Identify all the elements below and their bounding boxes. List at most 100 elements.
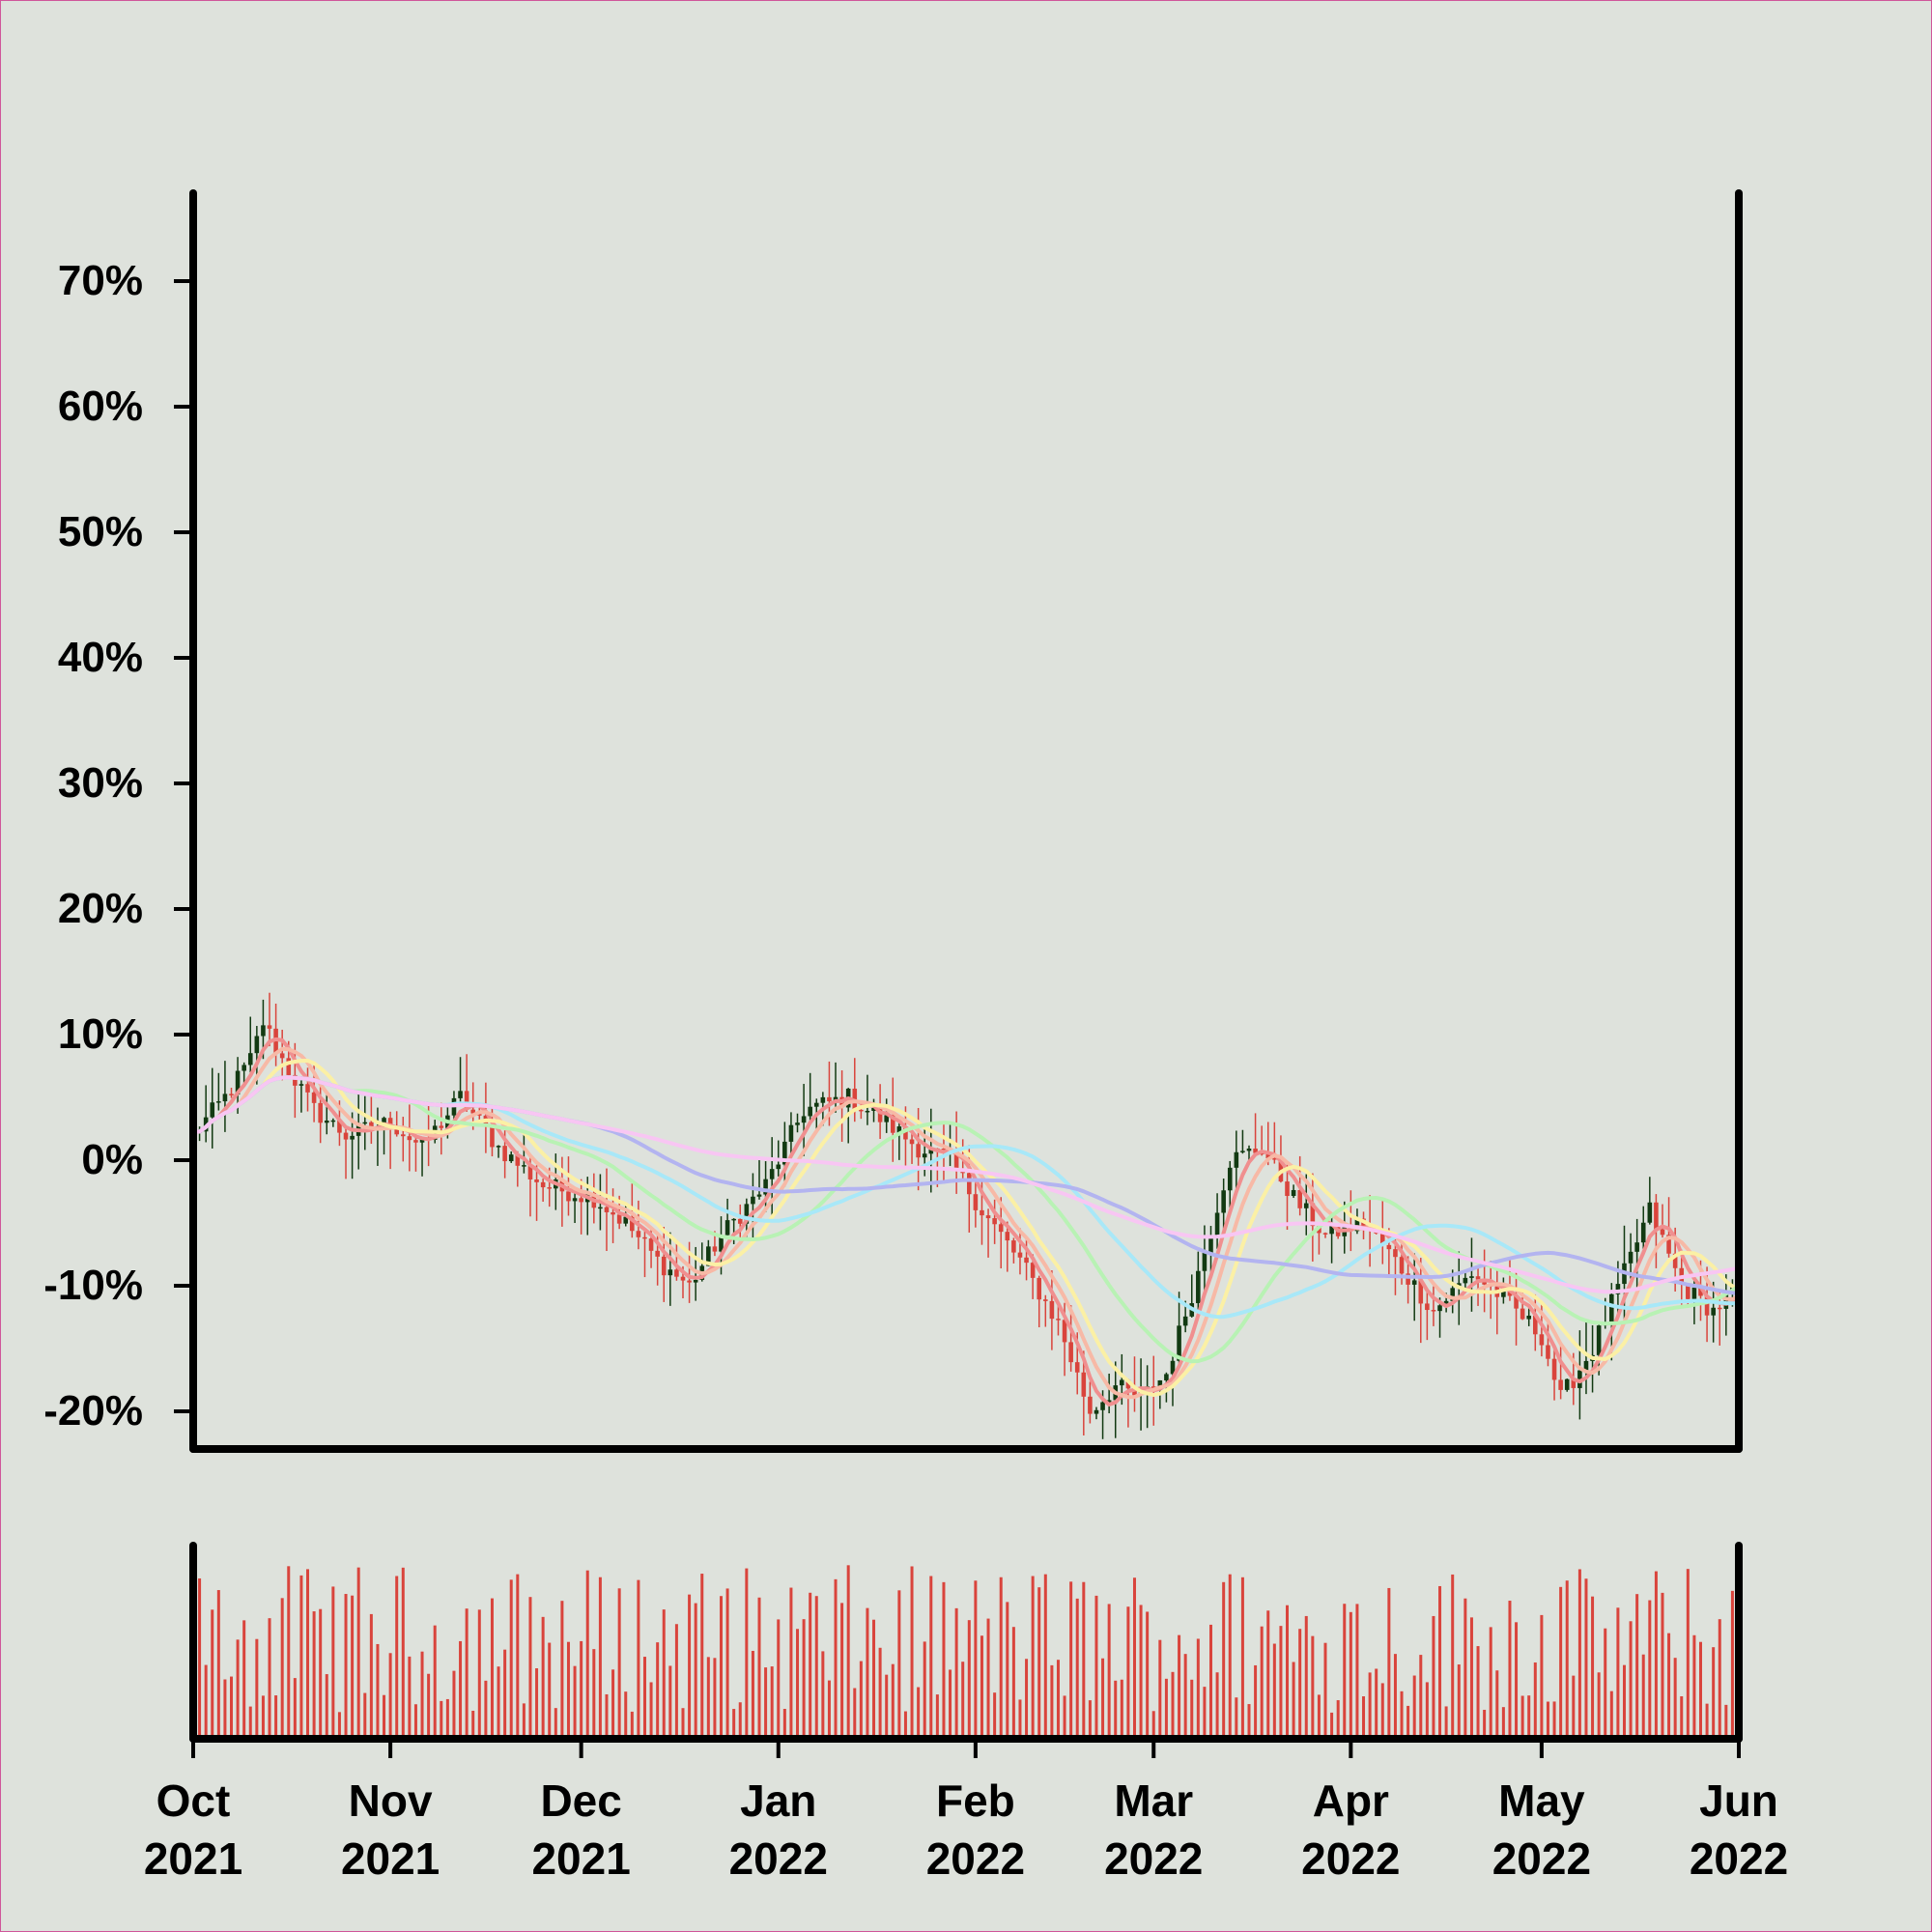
candle-body bbox=[598, 1207, 603, 1209]
volume-bar bbox=[694, 1603, 697, 1739]
volume-bar bbox=[1680, 1696, 1684, 1739]
volume-bar bbox=[299, 1575, 303, 1739]
candle-body bbox=[267, 1025, 272, 1029]
moving-average-line bbox=[192, 1075, 1740, 1294]
volume-bar bbox=[312, 1611, 316, 1739]
volume-bar bbox=[1343, 1604, 1347, 1739]
volume-bar bbox=[821, 1651, 825, 1739]
candle-body bbox=[1558, 1379, 1563, 1390]
volume-bar bbox=[1323, 1642, 1327, 1739]
volume-bar bbox=[853, 1688, 857, 1739]
volume-bar bbox=[949, 1669, 952, 1739]
volume-bar bbox=[1088, 1700, 1092, 1739]
candle-body bbox=[1043, 1299, 1048, 1301]
volume-bar bbox=[1629, 1621, 1633, 1739]
volume-bar bbox=[885, 1674, 889, 1739]
volume-bar bbox=[1501, 1707, 1505, 1739]
volume-bar bbox=[1483, 1709, 1487, 1739]
volume-bar bbox=[1425, 1682, 1429, 1739]
volume-bar bbox=[242, 1620, 246, 1739]
candle-body bbox=[522, 1165, 526, 1167]
candle-body bbox=[648, 1238, 654, 1251]
candle-body bbox=[1221, 1190, 1226, 1213]
candle-body bbox=[890, 1115, 895, 1133]
volume-bar bbox=[1094, 1595, 1098, 1739]
volume-bar bbox=[248, 1706, 252, 1739]
volume-bar bbox=[1075, 1598, 1079, 1739]
candle-body bbox=[400, 1134, 406, 1137]
volume-bar bbox=[1286, 1605, 1290, 1739]
volume-bar bbox=[592, 1649, 596, 1739]
volume-bar bbox=[789, 1587, 793, 1739]
volume-bar bbox=[929, 1576, 933, 1739]
volume-bar bbox=[344, 1594, 348, 1739]
candle-body bbox=[909, 1139, 915, 1145]
volume-bar bbox=[630, 1711, 634, 1739]
candle-body bbox=[242, 1065, 246, 1071]
volume-bar bbox=[980, 1635, 983, 1739]
y-tick-label: 40% bbox=[58, 634, 143, 681]
candle-body bbox=[1386, 1244, 1392, 1250]
volume-bar bbox=[280, 1598, 284, 1739]
volume-bar bbox=[732, 1709, 736, 1739]
volume-bar bbox=[611, 1669, 615, 1739]
candle-body bbox=[903, 1126, 908, 1140]
candle-body bbox=[1100, 1402, 1105, 1410]
candle-body bbox=[1475, 1276, 1481, 1280]
volume-bar bbox=[560, 1601, 564, 1739]
candle-body bbox=[394, 1128, 399, 1135]
candle-body bbox=[687, 1280, 692, 1283]
volume-bar bbox=[720, 1596, 724, 1739]
candle-body bbox=[731, 1218, 736, 1221]
candle-body bbox=[534, 1179, 539, 1182]
volume-bar bbox=[548, 1642, 552, 1739]
volume-bar bbox=[388, 1653, 392, 1739]
candle-body bbox=[337, 1120, 342, 1133]
volume-bar bbox=[325, 1674, 328, 1739]
volume-bar bbox=[1272, 1643, 1276, 1739]
candle-body bbox=[1246, 1148, 1252, 1151]
volume-bar bbox=[1151, 1711, 1155, 1739]
y-tick-label: 20% bbox=[58, 885, 143, 932]
volume-bar bbox=[477, 1609, 481, 1739]
x-tick-label-year: 2022 bbox=[1492, 1833, 1591, 1884]
candle-body bbox=[719, 1235, 724, 1252]
candle-body bbox=[1240, 1151, 1245, 1152]
candle-body bbox=[1654, 1202, 1659, 1230]
candle-body bbox=[642, 1236, 647, 1239]
candle-body bbox=[877, 1108, 883, 1122]
candle-body bbox=[896, 1126, 902, 1133]
candle-body bbox=[1418, 1280, 1424, 1304]
candle-body bbox=[1411, 1280, 1417, 1285]
price-plot bbox=[190, 992, 1742, 1439]
candle-body bbox=[1354, 1218, 1360, 1232]
volume-bar bbox=[1432, 1615, 1435, 1739]
candle-body bbox=[1177, 1325, 1181, 1361]
volume-bar bbox=[223, 1679, 227, 1739]
x-tick-label-month: Jun bbox=[1699, 1776, 1778, 1826]
candle-body bbox=[1285, 1181, 1290, 1197]
candle-body bbox=[1024, 1257, 1029, 1264]
volume-bar bbox=[230, 1676, 234, 1739]
candle-body bbox=[1704, 1295, 1710, 1316]
volume-bar bbox=[395, 1576, 399, 1739]
volume-bar bbox=[427, 1673, 431, 1739]
candle-body bbox=[1399, 1257, 1405, 1274]
volume-bar bbox=[1279, 1626, 1283, 1739]
candle-body bbox=[369, 1122, 374, 1130]
volume-bar bbox=[1400, 1690, 1404, 1739]
x-tick-label-year: 2022 bbox=[1104, 1833, 1203, 1884]
volume-bar bbox=[516, 1574, 520, 1739]
candle-body bbox=[247, 1053, 253, 1065]
candle-body bbox=[966, 1173, 972, 1195]
volume-bar bbox=[356, 1567, 360, 1739]
candle-body bbox=[293, 1074, 298, 1086]
volume-bar bbox=[1380, 1683, 1384, 1739]
volume-bar bbox=[745, 1568, 749, 1739]
candle-body bbox=[871, 1108, 876, 1111]
volume-bar bbox=[1247, 1704, 1251, 1739]
candle-body bbox=[1088, 1396, 1093, 1414]
candle-body bbox=[1691, 1287, 1697, 1299]
y-tick-label: 50% bbox=[58, 508, 143, 555]
